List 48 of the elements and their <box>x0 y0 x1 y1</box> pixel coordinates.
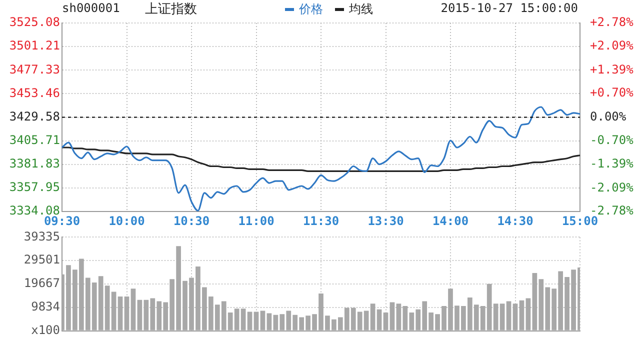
bar <box>512 304 518 330</box>
chart-subtitle: sh000001 <box>62 1 120 15</box>
y-tick-label: 3357.95 <box>9 180 60 194</box>
chart-title: 上证指数 <box>145 1 197 18</box>
y2-tick-label: 0.00% <box>590 109 627 124</box>
y-tick-label: 19667 <box>24 276 60 290</box>
x-tick-label: 11:30 <box>302 214 340 228</box>
bar <box>519 300 524 330</box>
y-tick-label: 9834 <box>31 300 60 314</box>
y2-tick-label: +1.39% <box>590 62 634 76</box>
bar <box>390 302 395 330</box>
y2-tick-label: -1.39% <box>590 156 634 171</box>
x-tick-label: 13:30 <box>368 214 404 228</box>
x-tick-label: 11:00 <box>238 214 274 228</box>
bar <box>247 312 252 330</box>
y2-tick-label: -2.09% <box>590 180 634 194</box>
x-tick-label: 09:30 <box>44 214 80 228</box>
y-tick-label: 3453.46 <box>9 86 60 100</box>
bar <box>376 309 382 330</box>
y-tick-label: 3501.21 <box>9 38 60 53</box>
y-tick-label: 3525.08 <box>9 15 60 30</box>
x-tick-label: 10:00 <box>108 214 145 228</box>
bar <box>124 296 130 330</box>
y-tick-label: 3405.71 <box>9 132 60 147</box>
y2-tick-label: +2.09% <box>590 38 634 53</box>
y2-tick-label: +0.70% <box>590 86 634 100</box>
x-tick-label: 15:00 <box>562 214 598 228</box>
y-tick-label: 3429.58 <box>9 109 60 124</box>
bar <box>260 310 266 330</box>
line-series <box>61 146 581 172</box>
legend-label: 价格 <box>299 2 323 16</box>
y2-tick-label: -0.70% <box>590 133 634 148</box>
y-tick-label: 3477.33 <box>9 62 60 76</box>
y-tick-label: 3381.83 <box>9 156 60 171</box>
bar <box>130 288 136 330</box>
x-tick-label: 14:00 <box>432 214 469 228</box>
x-tick-label: 10:30 <box>173 214 210 228</box>
x-tick-label: 14:30 <box>497 214 534 228</box>
y2-tick-label: +2.78% <box>590 15 634 30</box>
bar <box>254 312 259 330</box>
text: 2015-10-27 15:00:00 <box>440 1 578 15</box>
bar <box>118 296 123 330</box>
bar <box>383 312 388 330</box>
y-tick-label: x100 <box>31 322 60 337</box>
y-tick-label: 39335 <box>24 229 60 244</box>
y-tick-label: 29501 <box>24 252 60 267</box>
bar <box>506 301 512 330</box>
legend-label: 均线 <box>349 2 373 16</box>
